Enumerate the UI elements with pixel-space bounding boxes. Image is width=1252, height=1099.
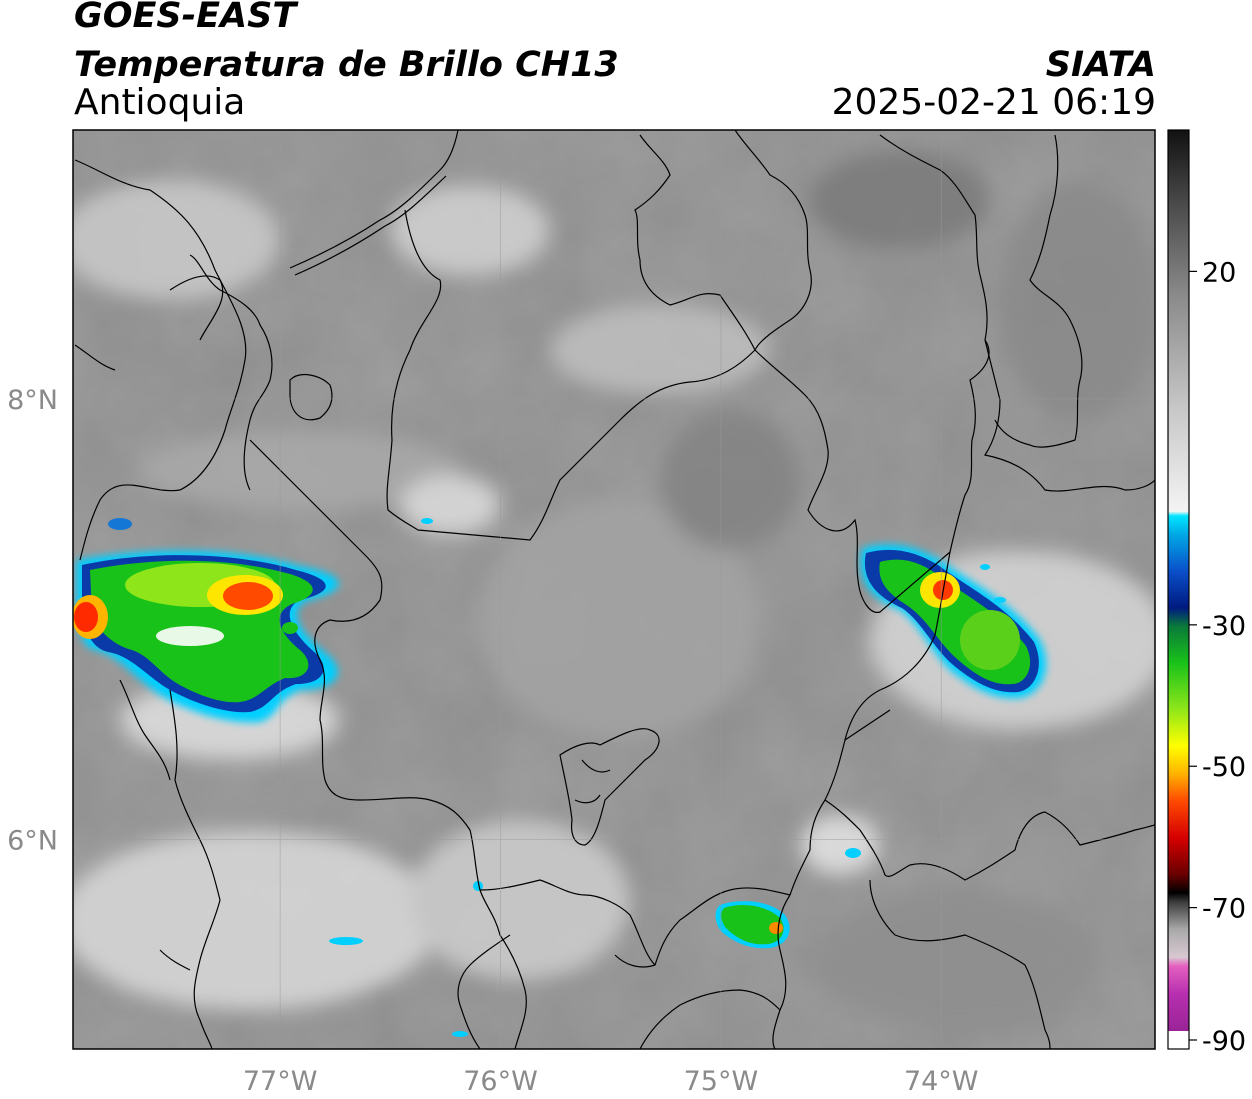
map-frame xyxy=(72,129,1156,1050)
storm-cell-west xyxy=(73,518,339,723)
lat-tick-label: 8°N xyxy=(7,385,58,416)
lon-tick-label: 77°W xyxy=(243,1066,318,1097)
satellite-image xyxy=(73,130,1155,1049)
gridlines xyxy=(73,130,1155,1049)
lon-tick-label: 75°W xyxy=(684,1066,759,1097)
storm-cell-south xyxy=(715,901,790,949)
region-label: Antioquia xyxy=(74,82,246,123)
colorbar-tick-label: 20 xyxy=(1202,257,1236,288)
colorbar-tick-label: -30 xyxy=(1202,611,1246,642)
product-title: Temperatura de Brillo CH13 xyxy=(74,45,619,85)
colorbar-gradient xyxy=(1168,130,1189,1049)
satellite-title: GOES-EAST xyxy=(74,0,297,36)
cold-spots xyxy=(329,518,1006,1037)
lat-tick-label: 6°N xyxy=(7,826,58,857)
colorbar-under-box xyxy=(1168,1031,1189,1049)
colorbar-frame xyxy=(1167,129,1190,1050)
colorbar-tick-label: -70 xyxy=(1202,894,1246,925)
storm-cell-east xyxy=(860,544,1047,699)
lon-tick-label: 74°W xyxy=(904,1066,979,1097)
colorbar: 20 -30 -50 -70 -90 xyxy=(1167,129,1246,1057)
lon-tick-label: 76°W xyxy=(463,1066,538,1097)
boundaries xyxy=(74,130,1155,1049)
colorbar-tick-label: -50 xyxy=(1202,752,1246,783)
datetime-label: 2025-02-21 06:19 xyxy=(831,82,1156,123)
organization-label: SIATA xyxy=(1045,45,1156,85)
colorbar-tick-label: -90 xyxy=(1202,1026,1246,1057)
